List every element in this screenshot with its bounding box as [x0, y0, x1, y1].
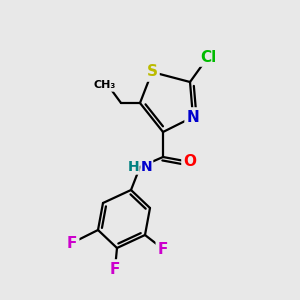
Text: Cl: Cl [200, 50, 216, 64]
Text: S: S [146, 64, 158, 80]
Text: CH₃: CH₃ [94, 80, 116, 90]
Text: N: N [187, 110, 200, 124]
Text: H: H [128, 160, 139, 174]
Text: N: N [141, 160, 153, 174]
Text: F: F [158, 242, 168, 256]
Text: O: O [184, 154, 196, 169]
Text: F: F [67, 236, 77, 250]
Text: F: F [110, 262, 120, 277]
